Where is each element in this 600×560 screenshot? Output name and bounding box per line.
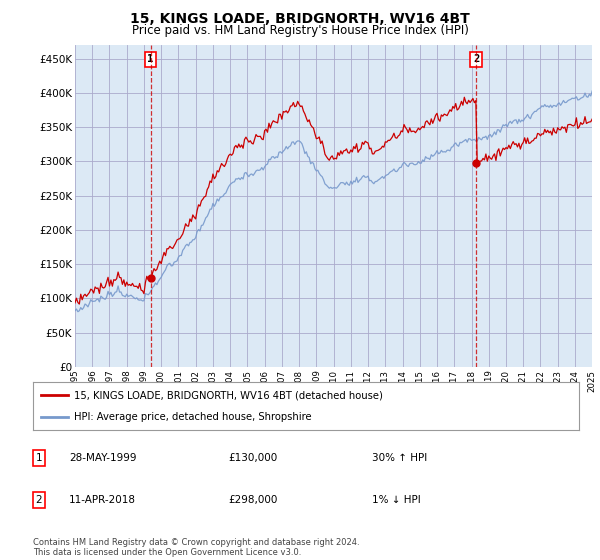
Text: 1% ↓ HPI: 1% ↓ HPI (372, 495, 421, 505)
Text: 28-MAY-1999: 28-MAY-1999 (69, 453, 137, 463)
Text: £130,000: £130,000 (228, 453, 277, 463)
Text: 2: 2 (473, 54, 479, 64)
Text: 1: 1 (148, 54, 154, 64)
Text: 30% ↑ HPI: 30% ↑ HPI (372, 453, 427, 463)
Text: HPI: Average price, detached house, Shropshire: HPI: Average price, detached house, Shro… (74, 412, 311, 422)
Text: 15, KINGS LOADE, BRIDGNORTH, WV16 4BT: 15, KINGS LOADE, BRIDGNORTH, WV16 4BT (130, 12, 470, 26)
Text: 1: 1 (35, 453, 43, 463)
Text: £298,000: £298,000 (228, 495, 277, 505)
Text: 11-APR-2018: 11-APR-2018 (69, 495, 136, 505)
Text: 2: 2 (35, 495, 43, 505)
Text: 15, KINGS LOADE, BRIDGNORTH, WV16 4BT (detached house): 15, KINGS LOADE, BRIDGNORTH, WV16 4BT (d… (74, 390, 383, 400)
Text: Contains HM Land Registry data © Crown copyright and database right 2024.
This d: Contains HM Land Registry data © Crown c… (33, 538, 359, 557)
Text: Price paid vs. HM Land Registry's House Price Index (HPI): Price paid vs. HM Land Registry's House … (131, 24, 469, 36)
